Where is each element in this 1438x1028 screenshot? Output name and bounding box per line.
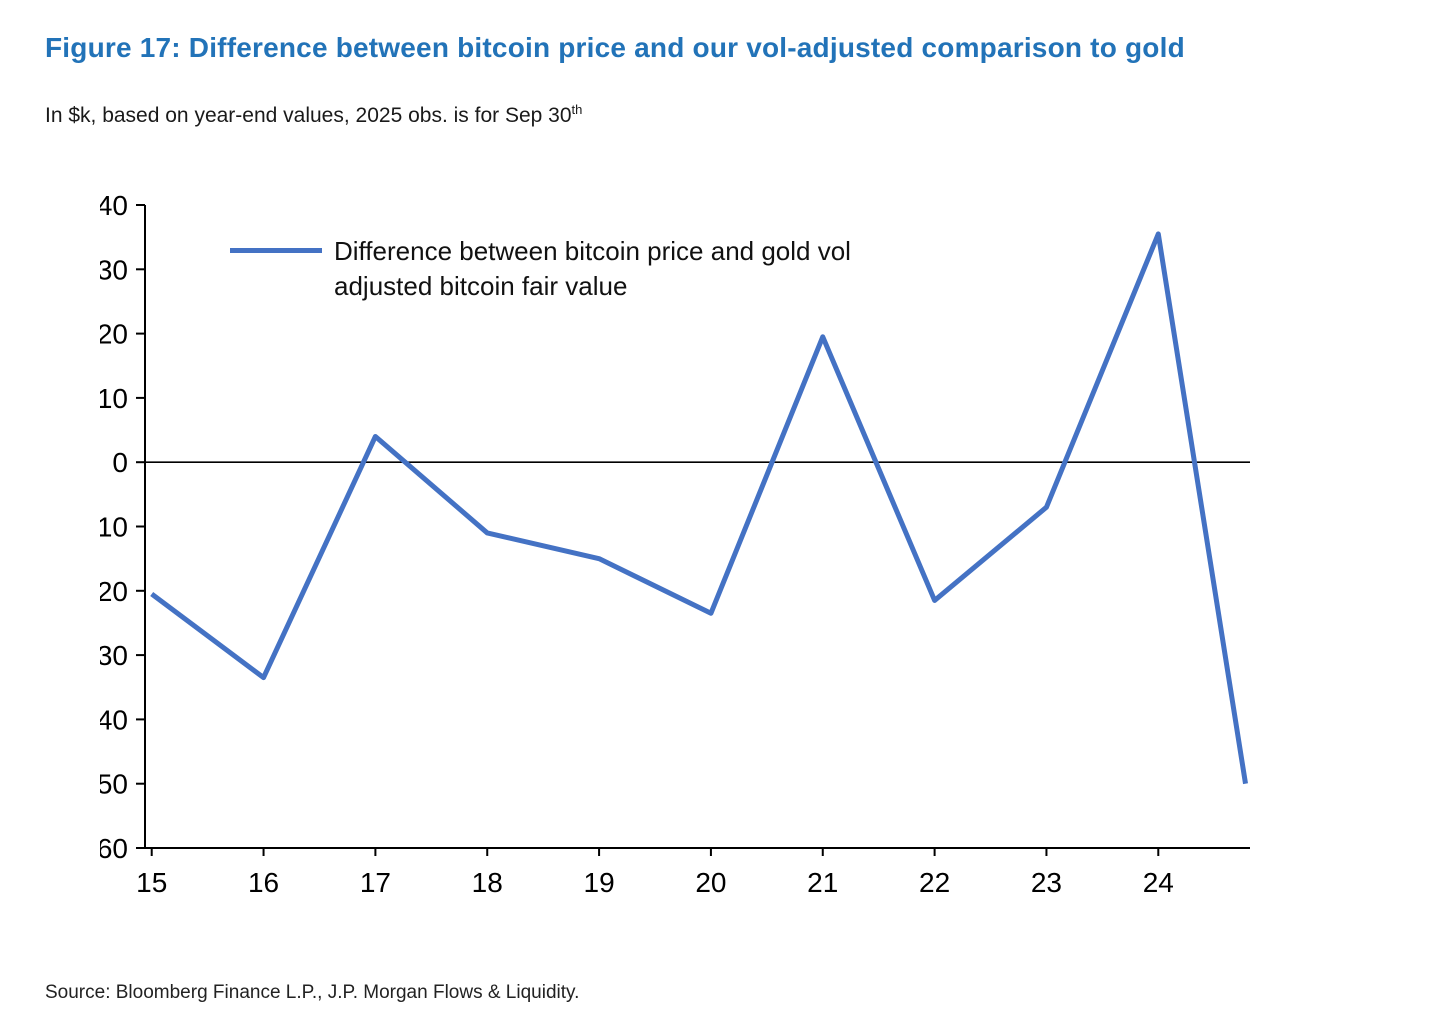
series-line — [150, 231, 1248, 785]
legend-line-sample — [230, 248, 322, 253]
x-tick-label: 18 — [472, 867, 503, 898]
figure-subtitle: In $k, based on year-end values, 2025 ob… — [45, 102, 582, 128]
subtitle-text: In $k, based on year-end values, 2025 ob… — [45, 104, 572, 127]
y-tick-label: -50 — [100, 769, 128, 800]
x-tick-label: 19 — [584, 867, 615, 898]
x-tick-label: 23 — [1031, 867, 1062, 898]
x-tick-label: 21 — [807, 867, 838, 898]
y-tick-label: -40 — [100, 704, 128, 735]
chart-area: 40 30 20 10 0 -10 -20 -30 -40 -50 -60 15 16 17 18 19 20 2… — [88, 190, 1280, 935]
y-tick-label: 30 — [100, 254, 128, 285]
x-tick-label: 20 — [695, 867, 726, 898]
y-tick-label: -60 — [100, 833, 128, 864]
legend: Difference between bitcoin price and gol… — [230, 234, 939, 304]
y-tick-label: -30 — [100, 640, 128, 671]
x-tick-label: 15 — [136, 867, 167, 898]
y-tick-label: 10 — [100, 383, 128, 414]
x-tick-label: 24 — [1143, 867, 1174, 898]
figure-title: Figure 17: Difference between bitcoin pr… — [45, 32, 1185, 63]
x-tick-label: 17 — [360, 867, 391, 898]
y-tick-label: 0 — [112, 447, 128, 478]
subtitle-superscript: th — [571, 102, 583, 117]
x-tick-label: 22 — [919, 867, 950, 898]
source-note: Source: Bloomberg Finance L.P., J.P. Mor… — [45, 982, 580, 1003]
y-tick-label: 20 — [100, 319, 128, 350]
y-tick-label: -20 — [100, 576, 128, 607]
y-tick-label: -10 — [100, 512, 128, 543]
y-tick-label: 40 — [100, 190, 128, 221]
x-tick-label: 16 — [248, 867, 279, 898]
legend-label: Difference between bitcoin price and gol… — [334, 236, 851, 302]
